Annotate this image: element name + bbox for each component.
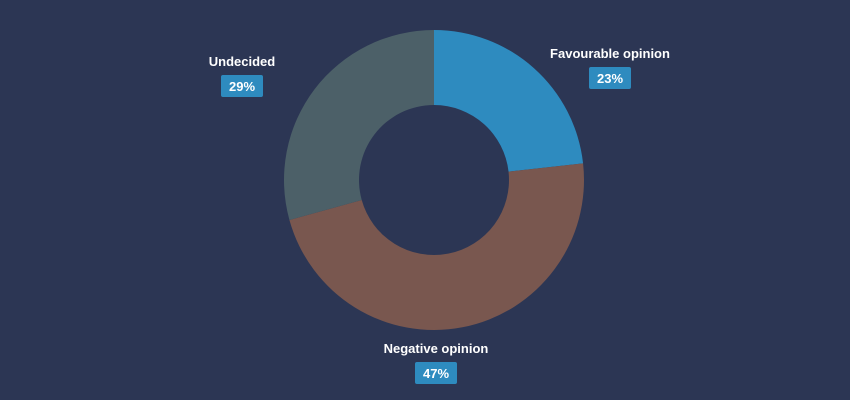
slice-negative-opinion [289, 163, 584, 331]
slice-undecided [284, 30, 434, 220]
value-label: 23% [597, 71, 623, 86]
value-badge [221, 75, 263, 97]
slice-favourable-opinion [434, 30, 584, 172]
value-label: 47% [423, 366, 449, 381]
slice-label: Undecided [209, 54, 276, 69]
slice-label: Negative opinion [384, 341, 489, 356]
slices [284, 30, 584, 331]
value-badge [415, 362, 457, 384]
value-label: 29% [229, 79, 255, 94]
labels: Favourable opinion 23% Negative opinion 47%… [209, 46, 670, 384]
value-badge [589, 67, 631, 89]
slice-label: Favourable opinion [550, 46, 670, 61]
